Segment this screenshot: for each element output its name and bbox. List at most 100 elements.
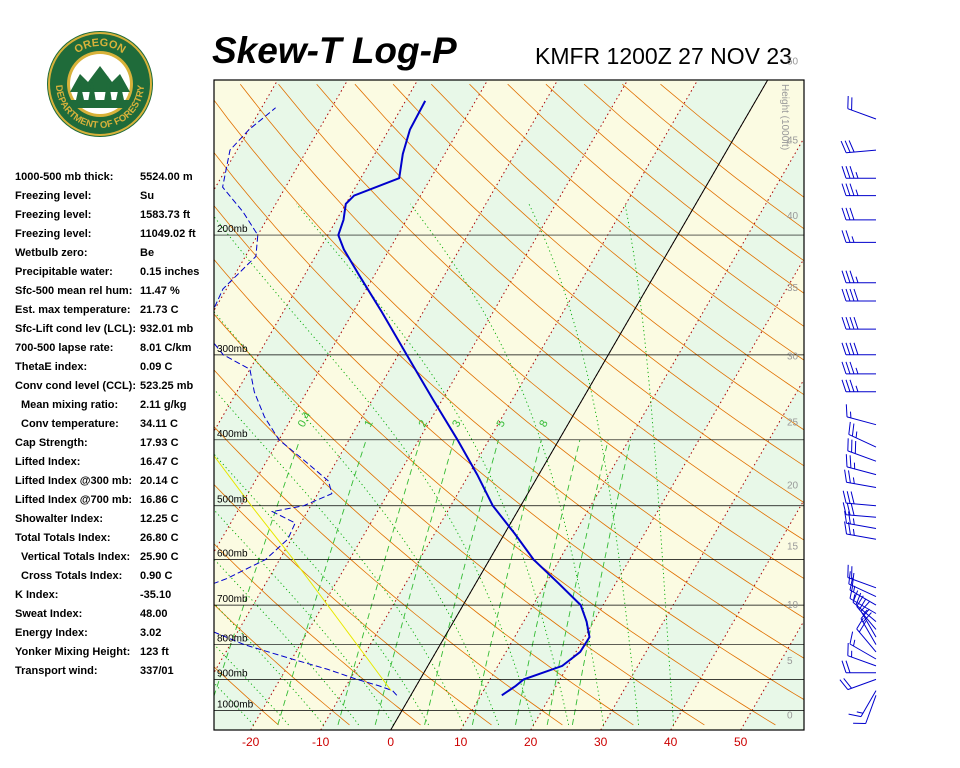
dry-adiabat [316,83,804,504]
index-row: Sfc-500 mean rel hum: 11.47 % [15,282,215,301]
index-row: Sfc-Lift cond lev (LCL): 932.01 mb [15,320,215,339]
index-label: Freezing level: [15,228,92,240]
index-label: Conv cond level (CCL): [15,380,137,392]
index-row: 700-500 lapse rate: 8.01 C/km [15,339,215,358]
height-axis-title: Height (1000ft) [779,84,790,150]
index-row: 1000-500 mb thick: 5524.00 m [15,168,215,187]
index-row: Lifted Index @700 mb: 16.86 C [15,491,215,510]
index-value: 34.11 C [140,418,178,430]
index-value: 8.01 C/km [140,342,192,354]
wind-barb [848,421,877,448]
parcel-profile [214,455,392,691]
wind-barb [841,207,876,221]
index-label: 700-500 lapse rate: [15,342,114,354]
index-row: Lifted Index: 16.47 C [15,453,215,472]
index-row: Wetbulb zero: Be [15,244,215,263]
index-value: 1583.73 ft [140,209,191,221]
index-row: Cap Strength: 17.93 C [15,434,215,453]
moist-adiabat [296,203,570,725]
index-label: Transport wind: [15,665,98,677]
index-row: Conv cond level (CCL): 523.25 mb [15,377,215,396]
index-label: Energy Index: [15,627,88,639]
dry-adiabat [214,151,804,659]
index-value: Be [140,247,155,259]
index-label: Vertical Totals Index: [21,551,131,563]
mixing-ratio-line [424,439,499,726]
isotherm-line [214,80,419,433]
wind-barb [844,469,877,488]
wind-barb [853,695,877,724]
index-label: Total Totals Index: [15,532,111,544]
moist-adiabat [214,215,535,726]
mixing-ratio-label: 5 [495,418,508,429]
index-value: 25.90 C [140,551,179,563]
x-tick-label: 30 [594,735,608,749]
pressure-label: 700mb [217,594,248,605]
dewpoint-profile [214,107,398,696]
index-value: -35.10 [140,589,172,601]
x-tick-label: 20 [524,735,538,749]
height-tick-label: 5 [787,656,793,667]
dry-adiabat [392,83,804,431]
index-label: Wetbulb zero: [15,247,88,259]
index-row: Energy Index: 3.02 [15,624,215,643]
x-tick-label: -10 [312,735,330,749]
height-tick-label: 40 [787,211,799,222]
chart-title: Skew-T Log-P [212,30,457,71]
moist-adiabat [409,203,605,725]
index-label: ThetaE index: [15,361,88,373]
index-label: Cross Totals Index: [21,570,123,582]
mixing-ratio-line [374,439,455,726]
zero-isotherm-line [390,80,769,730]
wind-barb [841,316,876,330]
wind-barb [860,608,877,645]
index-value: 0.09 C [140,361,173,373]
dry-adiabat [469,83,804,361]
wind-barb [841,230,876,243]
height-tick-label: 30 [787,352,799,363]
mixing-ratio-line [515,439,581,725]
height-tick-label: 15 [787,541,799,552]
wind-barb [840,140,877,154]
index-value: 0.90 C [140,570,173,582]
index-value: 21.73 C [140,304,179,316]
index-value: 3.02 [140,627,162,639]
isotherm-line [214,80,559,674]
moist-adiabat [214,643,289,726]
height-tick-label: 35 [787,283,799,294]
index-row: Conv temperature: 34.11 C [15,415,215,434]
dry-adiabat [214,369,634,726]
dry-adiabat [239,83,804,580]
isotherm-band [214,80,628,730]
index-label: Lifted Index @700 mb: [15,494,133,506]
isotherm-bands [214,80,804,730]
height-tick-label: 10 [787,600,799,611]
wind-barb [856,617,877,653]
isotherm-band [320,80,768,730]
index-value: 11.47 % [140,285,180,297]
wind-barb [847,564,877,589]
index-value: 17.93 C [140,437,179,449]
index-label: Lifted Index: [15,456,81,468]
dry-adiabat [214,426,563,726]
wind-barb [841,660,876,674]
index-label: Precipitable water: [15,266,113,278]
index-row: Total Totals Index: 26.80 C [15,529,215,548]
index-label: Conv temperature: [21,418,119,430]
oregon-department-of-forestry-logo: OREGON DEPARTMENT OF FORESTRY [47,31,153,137]
x-tick-label: 0 [387,735,394,749]
pressure-label: 200mb [217,224,248,235]
pressure-label: 1000mb [217,700,254,711]
wind-barb [841,361,876,375]
index-label: Lifted Index @300 mb: [15,475,133,487]
wind-barb [848,571,877,598]
dry-adiabat-lines [214,83,804,726]
index-label: Est. max temperature: [15,304,131,316]
index-row: ThetaE index: 0.09 C [15,358,215,377]
logo-top-text: OREGON [72,37,127,56]
mixing-ratio-lines [214,439,632,726]
wind-barb [845,454,877,476]
dry-adiabat [214,205,804,701]
mixing-ratio-label: 3 [450,418,463,429]
